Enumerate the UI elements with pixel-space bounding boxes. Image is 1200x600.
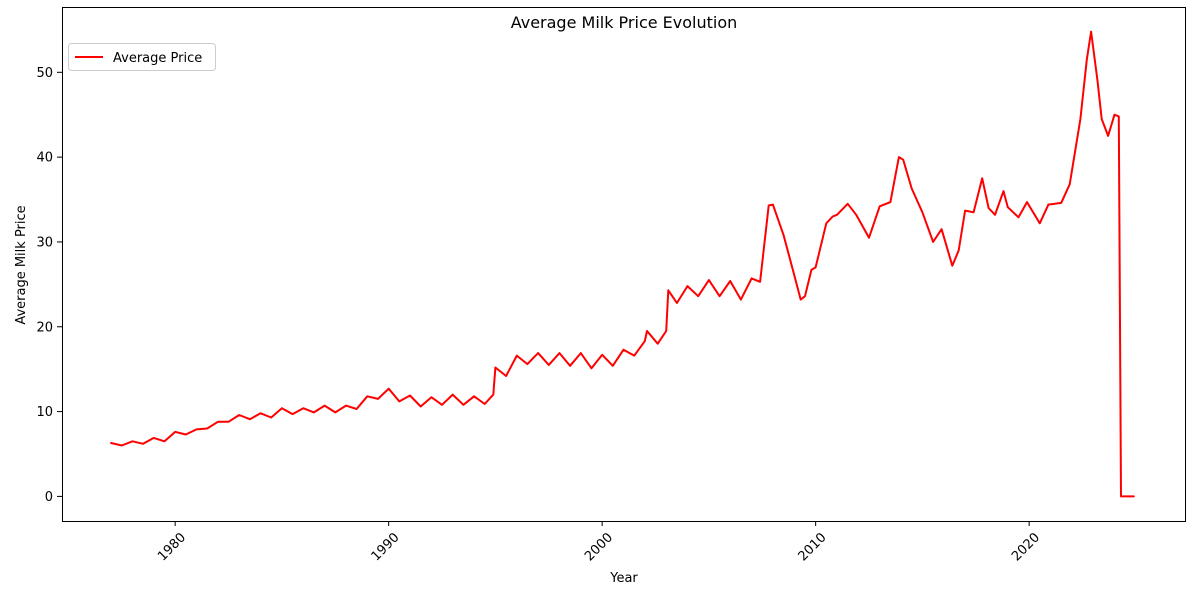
y-axis-label: Average Milk Price (14, 205, 29, 324)
y-tick-label: 40 (36, 151, 53, 166)
legend-entry-average-price: Average Price (113, 51, 202, 66)
y-tick-label: 10 (36, 405, 53, 420)
chart-title: Average Milk Price Evolution (511, 13, 738, 32)
series-line-average-price (110, 30, 1135, 498)
legend: Average Price (68, 43, 216, 71)
y-tick-label: 30 (36, 235, 53, 250)
y-axis: 0 10 20 30 40 50 (36, 66, 62, 505)
y-tick-label: 0 (45, 490, 53, 505)
y-tick-label: 50 (36, 66, 53, 81)
y-tick-label: 20 (36, 320, 53, 335)
plot-frame (62, 7, 1186, 522)
legend-box (68, 43, 216, 71)
x-axis-label: Year (609, 571, 638, 586)
